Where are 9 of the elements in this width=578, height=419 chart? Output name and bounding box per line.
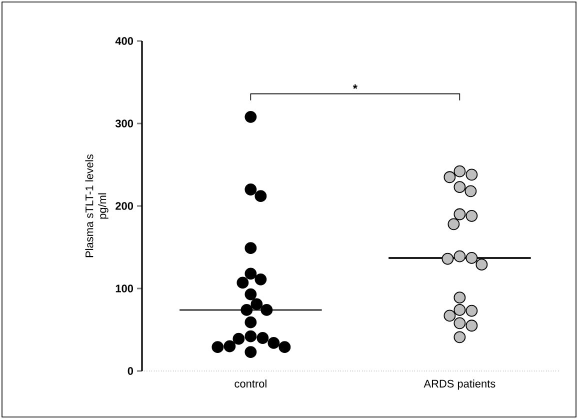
y-tick-label: 200 xyxy=(116,202,134,210)
y-tick-label: 400 xyxy=(115,37,134,45)
y-tick-label: 100 xyxy=(116,284,134,292)
y-tick-label: 0 xyxy=(128,367,134,375)
x-tick-label: ARDS patients xyxy=(424,380,496,390)
y-tick-label: 300 xyxy=(115,120,134,128)
x-tick-label: control xyxy=(234,380,266,388)
y-axis-title: Plasma sTLT-1 levels pg/ml xyxy=(85,154,108,258)
annotation: * xyxy=(352,84,358,89)
